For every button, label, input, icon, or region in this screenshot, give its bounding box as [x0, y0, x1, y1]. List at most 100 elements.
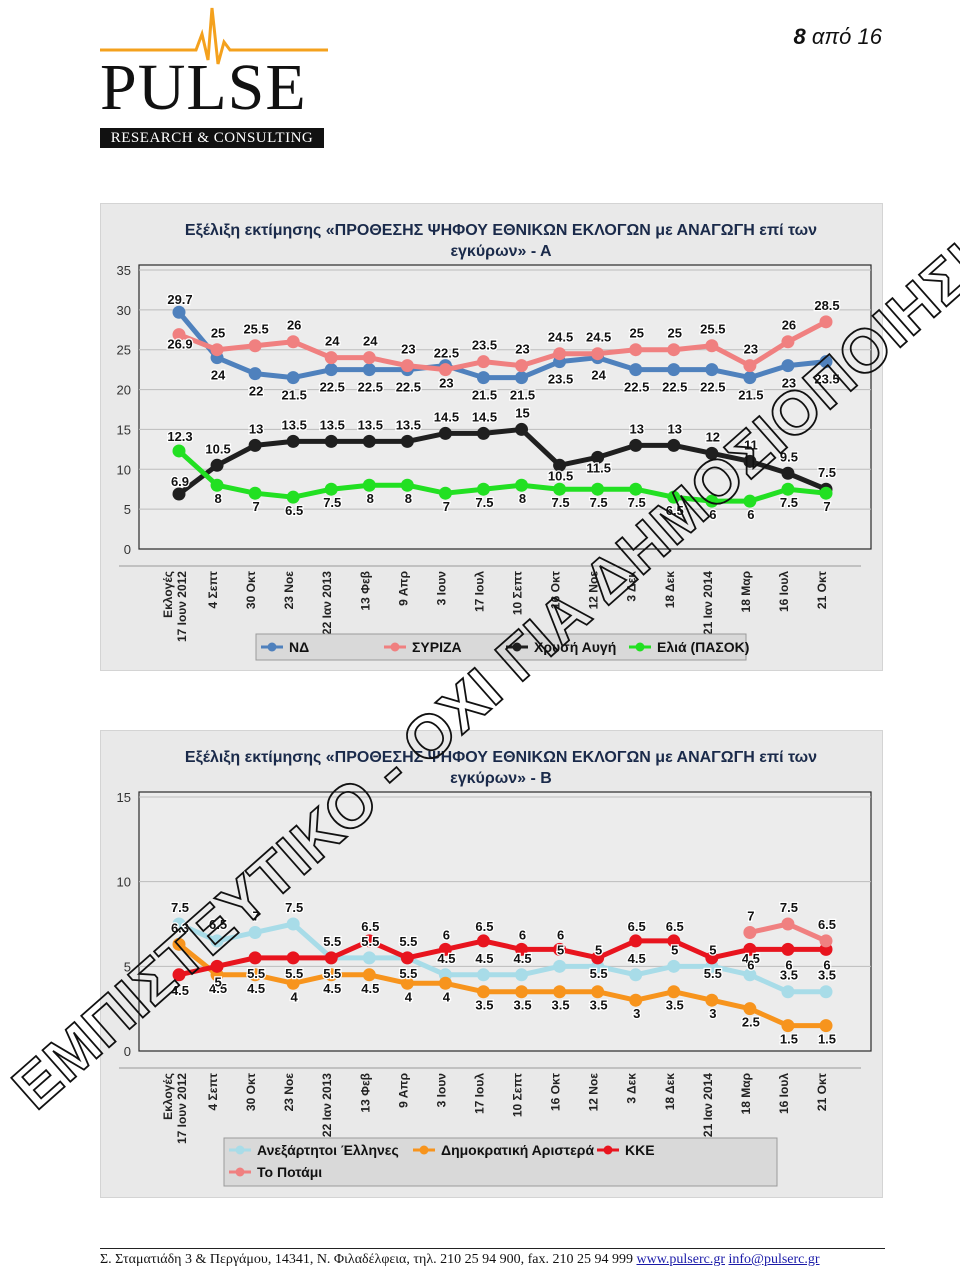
- x-tick-label: 21 Ιαν 2014: [701, 1073, 715, 1137]
- data-point: [476, 934, 490, 948]
- data-label: 4.5: [742, 951, 760, 966]
- data-point: [743, 942, 757, 956]
- labels-νδ: 29.7 24 22 21.5 22.5 22.5 22.5 23 21.5 21.5 23.5 24…: [166, 291, 841, 404]
- data-label: 25: [211, 326, 225, 341]
- legend-label: Ανεξάρτητοι Έλληνες: [257, 1142, 399, 1158]
- chart-title-line2: εγκύρων» - Β: [450, 770, 552, 787]
- data-point: [362, 434, 376, 448]
- data-label: 6.5: [818, 917, 836, 932]
- data-point: [781, 466, 795, 480]
- series-ελιά-πασοκ: [172, 444, 833, 508]
- data-point: [705, 993, 719, 1007]
- data-label: 4.5: [323, 981, 341, 996]
- data-label: 10.5: [548, 468, 573, 483]
- logo-subtitle: RESEARCH & CONSULTING: [100, 128, 324, 148]
- y-tick-label: 0: [124, 1044, 131, 1059]
- series-χρυσή-αυγή: [172, 422, 833, 501]
- data-point: [248, 438, 262, 452]
- x-tick-label: 21 Οκτ: [815, 1072, 829, 1111]
- x-tick-label: 9 Απρ: [396, 1073, 410, 1108]
- data-point: [172, 487, 186, 501]
- data-label: 2.5: [742, 1015, 760, 1030]
- data-point: [324, 434, 338, 448]
- data-point: [591, 482, 605, 496]
- labels-ελιά-πασοκ: 12.3 8 7 6.5 7.5 8 8 7 7.5 8 7.5 7.5 7.5 6.5 6 6 7.5 7: [166, 428, 832, 524]
- data-label: 21.5: [738, 388, 763, 403]
- data-label: 7.5: [475, 495, 493, 510]
- data-point: [515, 968, 529, 982]
- x-tick-label: 13 Φεβ: [358, 1073, 372, 1113]
- data-point: [667, 959, 681, 973]
- data-point: [172, 968, 186, 982]
- data-label: 7.5: [171, 900, 189, 915]
- data-label: 7.5: [628, 495, 646, 510]
- data-label: 26: [782, 318, 796, 333]
- data-label: 25: [668, 326, 682, 341]
- data-label: 5: [214, 974, 221, 989]
- series-κκε: [172, 934, 833, 982]
- footer-website-link[interactable]: www.pulserc.gr: [636, 1252, 725, 1267]
- data-point: [591, 450, 605, 464]
- footer-email-link[interactable]: info@pulserc.gr: [728, 1252, 820, 1267]
- data-point: [667, 490, 681, 504]
- chart-title-line2: εγκύρων» - Α: [450, 243, 552, 260]
- labels-συριζα: 26.9 25 25.5 26 24 24 23 22.5 23.5 23 24.5 24.5 25 25…: [166, 297, 841, 362]
- x-tick-label: 18 Δεκ: [663, 571, 677, 609]
- footer-address: Σ. Σταματιάδη 3 & Περγάμου, 14341, Ν. Φι…: [100, 1252, 633, 1267]
- data-point: [667, 985, 681, 999]
- labels-το-ποτάμι: 7 7.5 6.5: [746, 899, 837, 933]
- data-label: 6: [709, 507, 716, 522]
- data-label: 5: [671, 942, 678, 957]
- data-label: 13: [668, 421, 682, 436]
- x-tick-label: 16 Ιουλ: [777, 571, 791, 612]
- data-point: [629, 934, 643, 948]
- data-label: 28.5: [814, 298, 839, 313]
- legend-swatch-dot: [235, 1167, 245, 1177]
- data-label: 6: [823, 957, 830, 972]
- data-point: [553, 458, 567, 472]
- data-point: [743, 494, 757, 508]
- data-point: [743, 1002, 757, 1016]
- x-tick-label: 12 Νοε: [587, 571, 601, 610]
- data-label: 4.5: [171, 983, 189, 998]
- data-label: 6.5: [628, 919, 646, 934]
- data-point: [210, 343, 224, 357]
- data-point: [286, 490, 300, 504]
- data-point: [819, 934, 833, 948]
- data-label: 25.5: [243, 322, 268, 337]
- data-point: [362, 478, 376, 492]
- data-label: 12: [706, 429, 720, 444]
- data-label: 5.5: [285, 966, 303, 981]
- data-point: [324, 351, 338, 365]
- data-label: 10.5: [205, 441, 230, 456]
- data-label: 24.5: [586, 330, 611, 345]
- x-tick-label: 4 Σεπτ: [206, 1072, 220, 1110]
- legend-label: ΚΚΕ: [625, 1142, 655, 1158]
- data-label: 4.5: [628, 951, 646, 966]
- data-label: 3: [633, 1006, 640, 1021]
- data-label: 23.5: [472, 338, 497, 353]
- data-point: [553, 959, 567, 973]
- data-point: [781, 942, 795, 956]
- data-label: 1.5: [818, 1032, 836, 1047]
- data-point: [362, 968, 376, 982]
- legend-label: ΣΥΡΙΖΑ: [412, 639, 462, 655]
- data-point: [781, 985, 795, 999]
- data-point: [286, 917, 300, 931]
- data-point: [476, 426, 490, 440]
- data-point: [286, 371, 300, 385]
- data-label: 4.5: [437, 951, 455, 966]
- legend-box: [255, 633, 747, 661]
- data-label: 13.5: [358, 417, 383, 432]
- data-label: 7.5: [780, 900, 798, 915]
- legend-box: [223, 1137, 778, 1187]
- x-tick-label: 10 Σεπτ: [511, 570, 525, 615]
- data-point: [781, 335, 795, 349]
- data-point: [743, 968, 757, 982]
- data-label: 6.5: [209, 917, 227, 932]
- data-label: 6: [557, 927, 564, 942]
- x-tick-label: 17 Ιουν 2012: [175, 571, 189, 642]
- chart-title: Εξέλιξη εκτίμησης «ΠΡΟΘΕΣΗΣ ΨΗΦΟΥ ΕΘΝΙΚΩ…: [185, 222, 817, 239]
- data-label: 3.5: [780, 968, 798, 983]
- chart-a: Εξέλιξη εκτίμησης «ΠΡΟΘΕΣΗΣ ΨΗΦΟΥ ΕΘΝΙΚΩ…: [100, 203, 883, 671]
